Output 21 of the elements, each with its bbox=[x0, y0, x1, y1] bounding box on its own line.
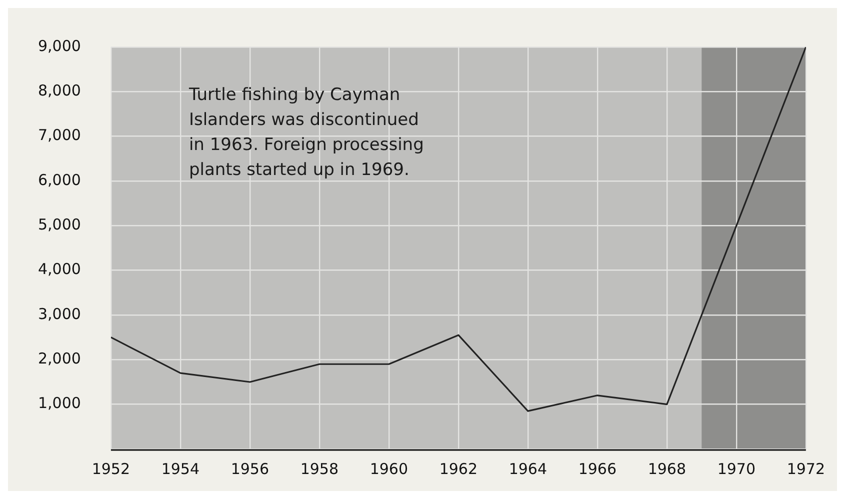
x-tick-label: 1962 bbox=[439, 460, 478, 478]
y-tick-label: 9,000 bbox=[38, 36, 81, 55]
y-tick-label: 6,000 bbox=[38, 170, 81, 189]
annotation: Turtle fishing by Cayman Islanders was discontinued in 1963. Foreign processing plants started up in 1969. bbox=[188, 84, 424, 180]
x-tick-label: 1968 bbox=[648, 460, 686, 478]
x-tick-label: 1972 bbox=[786, 460, 826, 478]
y-tick-label: 3,000 bbox=[38, 304, 81, 323]
y-tick-label: 7,000 bbox=[38, 126, 81, 144]
x-tick-label: 1958 bbox=[300, 460, 339, 478]
x-tick-label: 1956 bbox=[230, 460, 270, 478]
x-tick-label: 1966 bbox=[578, 460, 617, 478]
x-tick-label: 1964 bbox=[508, 460, 548, 478]
x-tick-label: 1954 bbox=[161, 460, 200, 478]
x-tick-label: 1952 bbox=[92, 460, 130, 478]
y-tick-label: 5,000 bbox=[38, 216, 81, 234]
y-tick-label: 1,000 bbox=[38, 394, 81, 412]
y-tick-label: 2,000 bbox=[38, 350, 81, 368]
x-tick-label: 1970 bbox=[717, 460, 756, 478]
x-tick-label: 1960 bbox=[370, 460, 408, 478]
y-tick-label: 4,000 bbox=[38, 260, 81, 278]
y-tick-label: 8,000 bbox=[38, 82, 81, 100]
